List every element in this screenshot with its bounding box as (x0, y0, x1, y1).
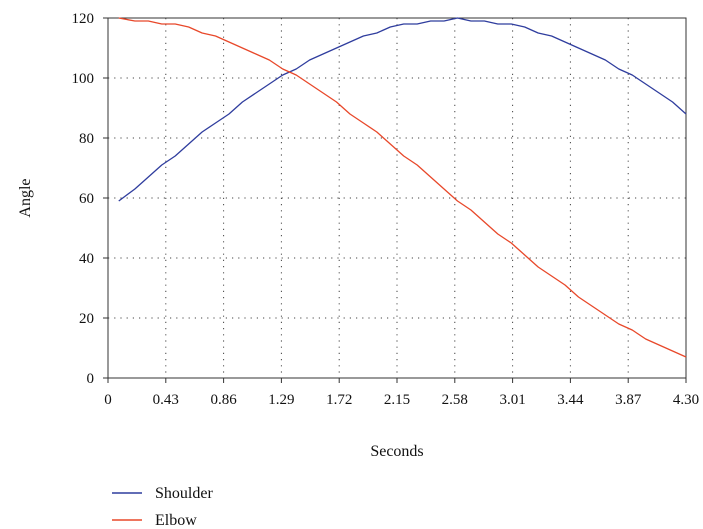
x-tick-label: 0.86 (210, 392, 237, 408)
x-tick-label: 0.43 (153, 392, 179, 408)
y-tick-label: 120 (72, 11, 95, 27)
series-line-shoulder (118, 17, 687, 202)
x-tick-label: 0 (104, 392, 112, 408)
y-tick-label: 40 (79, 251, 94, 267)
legend-label-shoulder: Shoulder (155, 485, 213, 502)
grid-lines (108, 18, 686, 378)
legend-label-elbow: Elbow (155, 512, 197, 529)
x-tick-label: 3.44 (557, 392, 584, 408)
legend: Shoulder Elbow (112, 485, 213, 529)
x-tick-label: 2.15 (384, 392, 410, 408)
y-tick-label: 60 (79, 191, 94, 207)
x-axis-ticks: 0 0.43 0.86 1.29 1.72 2.15 2.58 3.01 3.44 3.87 4.3… (104, 378, 699, 408)
x-tick-label: 1.29 (268, 392, 294, 408)
y-tick-label: 100 (72, 71, 95, 87)
y-axis-title: Angle (17, 178, 34, 217)
x-tick-label: 1.72 (326, 392, 352, 408)
series-layer (118, 17, 687, 358)
y-axis-ticks: 0 20 40 60 80 100 120 (72, 11, 108, 387)
y-tick-label: 0 (87, 371, 95, 387)
x-tick-label: 3.87 (615, 392, 642, 408)
series-line-elbow (118, 17, 687, 358)
y-tick-label: 80 (79, 131, 94, 147)
x-tick-label: 3.01 (499, 392, 525, 408)
y-tick-label: 20 (79, 311, 94, 327)
x-tick-label: 2.58 (442, 392, 468, 408)
x-axis-title: Seconds (370, 443, 423, 460)
x-tick-label: 4.30 (673, 392, 699, 408)
